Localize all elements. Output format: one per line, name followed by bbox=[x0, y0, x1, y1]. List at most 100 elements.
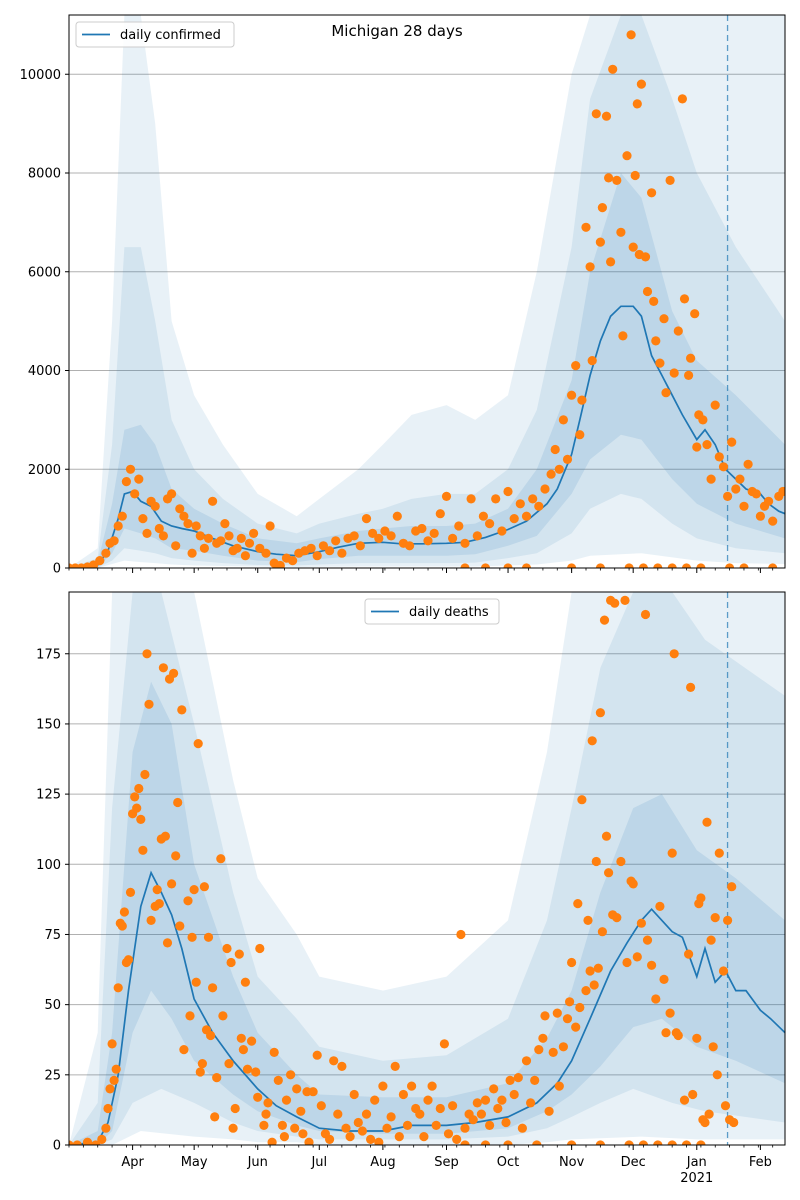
data-point bbox=[626, 30, 636, 40]
data-point bbox=[554, 1081, 564, 1091]
data-point bbox=[130, 792, 140, 802]
data-point bbox=[677, 94, 688, 104]
data-point bbox=[764, 496, 774, 506]
data-point bbox=[265, 521, 275, 531]
data-point bbox=[638, 563, 648, 568]
data-point bbox=[460, 538, 470, 548]
data-point bbox=[710, 913, 720, 923]
data-point bbox=[195, 531, 205, 541]
data-point bbox=[429, 528, 439, 539]
data-point bbox=[718, 966, 729, 976]
data-point bbox=[616, 856, 626, 867]
data-point bbox=[277, 1120, 287, 1130]
data-point bbox=[727, 882, 737, 892]
data-point bbox=[355, 541, 365, 551]
data-point bbox=[567, 390, 577, 400]
data-point bbox=[597, 203, 608, 213]
data-point bbox=[136, 814, 146, 825]
y-tick-label: 10000 bbox=[20, 68, 61, 83]
data-point bbox=[240, 551, 250, 561]
data-point bbox=[589, 980, 599, 990]
data-point bbox=[329, 1056, 339, 1066]
legend-label: daily confirmed bbox=[120, 28, 221, 43]
data-point bbox=[690, 309, 700, 319]
data-point bbox=[700, 1117, 710, 1128]
data-point bbox=[659, 974, 669, 985]
y-tick-label: 8000 bbox=[28, 167, 61, 182]
data-point bbox=[109, 1075, 119, 1085]
data-point bbox=[101, 548, 111, 558]
data-point bbox=[688, 1089, 698, 1100]
band-middle bbox=[69, 592, 785, 1145]
data-point bbox=[585, 966, 595, 976]
data-point bbox=[679, 1095, 690, 1105]
data-point bbox=[255, 943, 265, 954]
data-point bbox=[686, 682, 696, 693]
data-point bbox=[673, 326, 683, 336]
x-tick-label: Jan bbox=[686, 1155, 707, 1170]
data-point bbox=[640, 252, 651, 262]
data-point bbox=[546, 469, 556, 479]
data-point bbox=[208, 983, 218, 993]
data-point bbox=[191, 521, 201, 531]
data-point bbox=[230, 1103, 240, 1114]
data-point bbox=[394, 1132, 404, 1142]
data-point bbox=[714, 848, 724, 858]
data-point bbox=[575, 1002, 585, 1013]
plot-area bbox=[69, 592, 785, 1145]
data-point bbox=[681, 563, 692, 568]
x-year-label: 2021 bbox=[680, 1171, 713, 1186]
data-point bbox=[597, 927, 608, 937]
data-point bbox=[392, 511, 402, 521]
data-point bbox=[197, 1059, 207, 1069]
data-point bbox=[113, 521, 123, 531]
data-point bbox=[292, 1084, 302, 1094]
data-point bbox=[448, 1101, 458, 1111]
data-point bbox=[132, 803, 142, 813]
data-point bbox=[152, 885, 162, 895]
data-point bbox=[587, 356, 597, 366]
data-point bbox=[454, 521, 464, 531]
y-tick-label: 125 bbox=[36, 788, 61, 803]
data-point bbox=[604, 868, 614, 878]
data-point bbox=[567, 957, 577, 968]
data-point bbox=[624, 563, 634, 568]
data-point bbox=[134, 474, 144, 484]
data-point bbox=[562, 1014, 573, 1024]
data-point bbox=[649, 296, 659, 306]
data-point bbox=[242, 1064, 253, 1074]
data-point bbox=[69, 1140, 74, 1145]
data-point bbox=[595, 563, 605, 568]
data-point bbox=[497, 526, 507, 536]
data-point bbox=[439, 1039, 449, 1049]
data-point bbox=[606, 257, 616, 267]
data-point bbox=[189, 885, 199, 895]
data-point bbox=[448, 533, 458, 544]
x-tick-label: Oct bbox=[497, 1155, 519, 1170]
data-point bbox=[480, 1140, 491, 1145]
data-point bbox=[331, 536, 341, 546]
data-point bbox=[743, 459, 753, 469]
data-point bbox=[316, 1101, 326, 1111]
data-point bbox=[575, 430, 585, 440]
axes-frame bbox=[68, 591, 786, 1146]
data-point bbox=[534, 1045, 544, 1055]
data-point bbox=[480, 563, 491, 568]
data-point bbox=[655, 358, 665, 368]
data-point bbox=[259, 1120, 269, 1130]
band-outer bbox=[69, 15, 785, 568]
data-point bbox=[82, 1137, 93, 1145]
data-point bbox=[651, 336, 661, 346]
data-point bbox=[702, 440, 712, 450]
data-point bbox=[123, 955, 134, 965]
data-point bbox=[113, 983, 123, 993]
x-tick-label: Dec bbox=[621, 1155, 646, 1170]
data-point bbox=[144, 699, 154, 709]
data-point bbox=[755, 511, 766, 521]
x-tick-label: Apr bbox=[121, 1155, 144, 1170]
data-point bbox=[345, 1132, 355, 1142]
data-point bbox=[591, 109, 601, 119]
data-point bbox=[521, 1056, 532, 1066]
data-point bbox=[632, 952, 642, 962]
data-point bbox=[398, 1089, 408, 1100]
